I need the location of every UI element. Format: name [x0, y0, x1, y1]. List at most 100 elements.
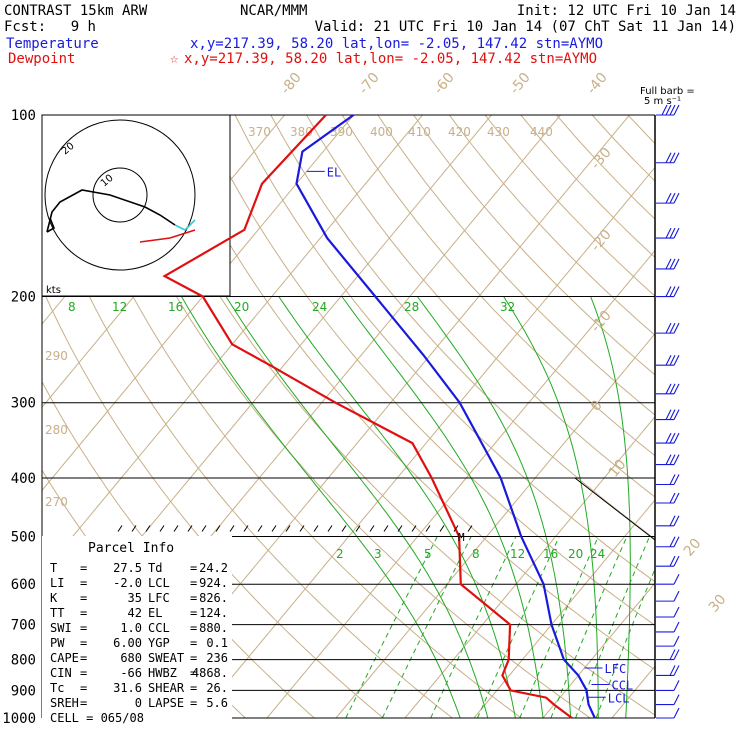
moist-adiabat-line [590, 296, 631, 718]
wind-barb-flag [673, 573, 680, 585]
lfc-marker-label: LFC [605, 662, 627, 676]
parcel-eq: = [190, 636, 197, 650]
wind-barbs [656, 104, 680, 719]
m-marker: M [458, 531, 465, 544]
wind-barb-flag [673, 152, 680, 163]
moist-adiabat-line [503, 296, 599, 718]
dry-adiabat-line [484, 115, 655, 297]
parcel-key: K [50, 591, 58, 605]
dry-adiabat-line [341, 115, 655, 457]
cin-tick [397, 525, 403, 532]
isotherm-label: -80 [278, 70, 305, 98]
pressure-label: 500 [11, 529, 36, 545]
wind-barb-flag [665, 286, 672, 297]
wind-barb-flag [669, 474, 676, 485]
dry-adiabat-line [413, 115, 655, 376]
parcel-key: CCL [148, 621, 170, 635]
cin-tick [173, 525, 179, 532]
wind-barb-flag [669, 536, 676, 547]
isotherm-label: -40 [584, 70, 611, 98]
cin-tick [453, 525, 459, 532]
cin-tick [145, 525, 151, 532]
wind-barb-flag [669, 227, 676, 239]
barb-legend-line1: Full barb = [640, 86, 695, 97]
parcel-key: EL [148, 606, 162, 620]
mixing-ratio-line [345, 536, 438, 718]
theta-label: 430 [487, 125, 510, 139]
parcel-eq: = [190, 681, 197, 695]
isotherm-line [335, 332, 655, 718]
mixing-ratio-line [550, 536, 628, 718]
pressure-label: 1000 [2, 711, 36, 727]
mixing-ratio-line [430, 536, 517, 718]
wind-barb-flag [673, 383, 680, 395]
cin-tick [285, 525, 291, 532]
wind-barb-flag [673, 694, 680, 705]
parcel-value: 0.1 [206, 636, 228, 650]
hodograph-track-tail [46, 217, 56, 233]
hodograph-track-lower [139, 229, 196, 243]
mixing-ratio-label: 5 [424, 547, 432, 561]
wind-barb-flag [665, 383, 672, 395]
isotherm-line [266, 249, 655, 718]
dry-adiabat-line [627, 115, 655, 145]
mixing-ratio-line [519, 536, 599, 718]
frame-edge [574, 477, 656, 541]
isotherm-line [42, 115, 354, 492]
wind-barb-flag [669, 322, 676, 334]
theta-label: 280 [45, 423, 68, 437]
wind-barb-flag [665, 354, 672, 366]
parcel-eq: = [80, 651, 87, 665]
dry-adiabat-line [448, 115, 655, 336]
parcel-cell: CELL = 065/08 [50, 711, 144, 725]
wind-barb-flag [665, 192, 672, 204]
parcel-value: 5.6 [206, 696, 228, 710]
wind-barb-flag [673, 621, 680, 633]
wind-barb-flag [673, 454, 680, 465]
wind-barb-flag [669, 286, 676, 297]
parcel-value: 236 [206, 651, 228, 665]
wind-barb-flag [669, 665, 676, 676]
wind-barb-flag [669, 409, 676, 420]
mixing-ratio-label: 24 [590, 547, 605, 561]
theta-label: 410 [408, 125, 431, 139]
pressure-label: 300 [11, 396, 36, 412]
cin-tick [229, 525, 235, 532]
mixing-ratio-label: 8 [68, 300, 76, 314]
dry-adiabat-line [270, 115, 655, 540]
wind-barb-flag [673, 590, 680, 602]
isotherm-line [542, 582, 655, 718]
parcel-key: HWBZ [148, 666, 177, 680]
parcel-eq: = [80, 621, 87, 635]
isotherm-label: -30 [588, 145, 615, 173]
parcel-value: 880. [199, 621, 228, 635]
parcel-value: 124. [199, 606, 228, 620]
parcel-eq: = [190, 696, 197, 710]
dry-adiabat-line [377, 115, 655, 416]
pressure-label: 600 [11, 577, 36, 593]
cin-tick [425, 525, 431, 532]
parcel-value: -66 [120, 666, 142, 680]
mixing-ratio-line [575, 536, 651, 718]
parcel-eq: = [80, 666, 87, 680]
mixing-ratio-label: 8 [472, 547, 480, 561]
parcel-value: 826. [199, 591, 228, 605]
parcel-eq: = [190, 576, 197, 590]
cin-tick [341, 525, 347, 532]
wind-barb-flag [673, 555, 680, 567]
parcel-key: PW [50, 636, 65, 650]
wind-barb-flag [673, 707, 680, 719]
theta-label: 290 [45, 349, 68, 363]
cin-tick [257, 525, 263, 532]
mixing-ratio-label: 16 [168, 300, 183, 314]
hodograph: 10 20 kts [41, 114, 231, 297]
header-init: Init: 12 UTC Fri 10 Jan 14 [517, 3, 736, 19]
parcel-title: Parcel Info [88, 541, 174, 556]
parcel-value: 35 [128, 591, 142, 605]
wind-barb-flag [665, 258, 672, 270]
dry-adiabat-line [306, 115, 655, 498]
moist-adiabat-line [278, 296, 516, 718]
wind-barb-flag [669, 649, 676, 660]
dry-adiabat-line [91, 115, 591, 718]
cin-tick [187, 525, 193, 532]
